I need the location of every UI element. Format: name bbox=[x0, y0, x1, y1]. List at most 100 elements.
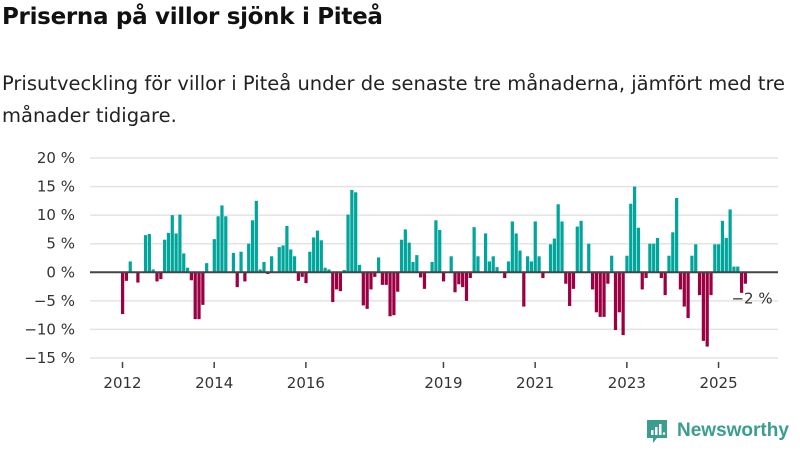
bar bbox=[640, 272, 644, 290]
bar bbox=[354, 192, 358, 273]
bar bbox=[254, 200, 258, 273]
bar bbox=[533, 221, 537, 273]
bar bbox=[136, 272, 140, 283]
bar bbox=[304, 272, 308, 284]
x-tick-label: 2012 bbox=[103, 374, 141, 392]
bar bbox=[461, 272, 465, 288]
bar bbox=[613, 272, 618, 330]
bar bbox=[663, 272, 667, 296]
bar bbox=[201, 272, 205, 305]
x-tick-label: 2021 bbox=[516, 374, 554, 392]
bar bbox=[399, 239, 404, 273]
bar bbox=[526, 256, 530, 273]
newsworthy-logo: Newsworthy bbox=[645, 418, 789, 444]
bar bbox=[403, 229, 407, 273]
bar bbox=[212, 239, 216, 273]
bar bbox=[602, 272, 606, 317]
bar bbox=[281, 245, 285, 273]
bar bbox=[552, 238, 556, 273]
bar bbox=[166, 232, 171, 273]
bar bbox=[185, 267, 190, 273]
bar bbox=[239, 251, 243, 273]
bar bbox=[178, 214, 182, 273]
bar bbox=[376, 257, 381, 273]
bar bbox=[292, 256, 297, 273]
bar bbox=[346, 214, 350, 273]
bar bbox=[407, 242, 411, 273]
x-tick-label: 2016 bbox=[287, 374, 325, 392]
bar bbox=[621, 272, 625, 336]
newsworthy-logo-icon bbox=[647, 420, 667, 443]
bar bbox=[388, 272, 392, 317]
y-tick-label: −5 % bbox=[34, 292, 75, 310]
bar bbox=[143, 235, 148, 273]
bar bbox=[323, 267, 327, 273]
x-tick-label: 2019 bbox=[424, 374, 462, 392]
bar bbox=[713, 244, 717, 273]
bar bbox=[449, 256, 453, 273]
bar bbox=[464, 272, 469, 301]
bar bbox=[529, 261, 534, 273]
y-axis: 20 % 15 % 10 % 5 % 0 % −5 % −10 % −15 % bbox=[24, 149, 75, 367]
bar bbox=[491, 256, 495, 273]
bar-chart: 20 %15 %10 %5 %0 %−5 %−10 %−15 % 2012 201… bbox=[24, 149, 778, 392]
bar bbox=[548, 244, 553, 273]
bar bbox=[705, 272, 709, 347]
bar bbox=[625, 255, 629, 273]
x-tick-label: 2023 bbox=[608, 374, 646, 392]
bar bbox=[277, 247, 281, 273]
bar bbox=[694, 244, 698, 273]
bar bbox=[441, 272, 446, 282]
bar bbox=[709, 272, 713, 296]
bar bbox=[296, 272, 300, 281]
bar bbox=[155, 272, 159, 282]
bar bbox=[514, 233, 518, 273]
bar bbox=[369, 272, 373, 290]
bar bbox=[510, 221, 514, 273]
bar bbox=[636, 227, 641, 273]
bar bbox=[319, 240, 323, 273]
bar bbox=[315, 230, 320, 273]
bar bbox=[537, 256, 541, 273]
bars bbox=[121, 186, 748, 347]
bar bbox=[220, 205, 224, 273]
bar bbox=[667, 255, 671, 273]
bar bbox=[384, 272, 388, 285]
bar bbox=[506, 261, 511, 273]
bar bbox=[598, 272, 602, 317]
bar bbox=[365, 272, 369, 309]
bar bbox=[308, 251, 312, 273]
bar bbox=[541, 272, 545, 278]
bar bbox=[334, 272, 339, 290]
y-tick-label: 15 % bbox=[37, 178, 75, 196]
bar bbox=[373, 272, 377, 277]
bar bbox=[182, 253, 186, 273]
bar bbox=[686, 272, 690, 318]
bar bbox=[590, 272, 595, 290]
bar bbox=[327, 269, 331, 273]
bar bbox=[419, 272, 423, 278]
bar bbox=[568, 272, 572, 306]
bar bbox=[648, 243, 652, 273]
bar bbox=[732, 266, 736, 273]
bar bbox=[483, 233, 488, 273]
bar bbox=[736, 266, 740, 273]
gridlines bbox=[90, 157, 778, 359]
bar bbox=[575, 226, 579, 273]
bar bbox=[231, 252, 236, 273]
chart-subtitle: Prisutveckling för villor i Piteå under … bbox=[2, 72, 786, 127]
bar bbox=[518, 250, 522, 273]
bar bbox=[671, 232, 675, 273]
y-tick-label: 20 % bbox=[37, 149, 75, 167]
bar bbox=[147, 234, 151, 273]
bar bbox=[720, 220, 725, 273]
bar bbox=[250, 220, 255, 273]
bar bbox=[193, 272, 197, 320]
bar bbox=[556, 204, 560, 273]
bar bbox=[655, 238, 660, 273]
bar bbox=[743, 272, 748, 284]
bar bbox=[380, 272, 385, 285]
bar bbox=[434, 220, 438, 273]
bar bbox=[724, 238, 728, 273]
bar bbox=[739, 272, 744, 293]
